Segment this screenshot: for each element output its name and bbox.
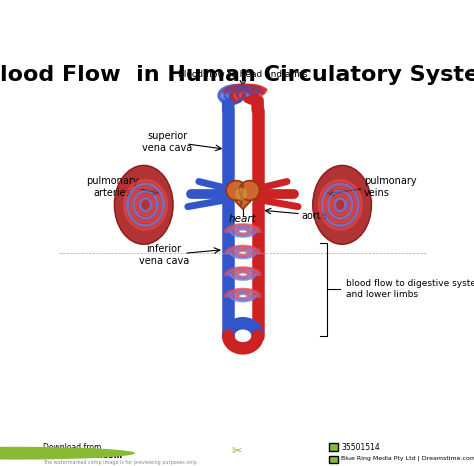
FancyBboxPatch shape [329, 443, 338, 451]
Text: @: @ [11, 448, 22, 458]
Polygon shape [226, 191, 260, 209]
Text: Blue Ring Media Pty Ltd | Dreamstime.com: Blue Ring Media Pty Ltd | Dreamstime.com [341, 456, 474, 461]
FancyBboxPatch shape [329, 456, 338, 463]
Text: aorta: aorta [301, 211, 328, 220]
Text: blood flow to head and arms: blood flow to head and arms [178, 70, 308, 79]
Text: superior
vena cava: superior vena cava [143, 131, 193, 153]
Text: pulmonary
arteries: pulmonary arteries [86, 176, 139, 198]
Text: heart: heart [229, 214, 257, 224]
Text: blood flow to digestive system
and lower limbs: blood flow to digestive system and lower… [346, 280, 474, 299]
Text: Dreamstime.com: Dreamstime.com [43, 451, 123, 460]
Ellipse shape [239, 181, 260, 200]
Ellipse shape [226, 181, 246, 200]
Text: Download from: Download from [43, 443, 101, 452]
Text: ✂: ✂ [232, 445, 242, 459]
Text: inferior
vena cava: inferior vena cava [139, 244, 189, 266]
Text: 35501514: 35501514 [341, 443, 380, 452]
Text: The watermarked comp image is for previewing purposes only.: The watermarked comp image is for previe… [43, 459, 197, 465]
Text: Blood Flow  in Human Circulatory System: Blood Flow in Human Circulatory System [0, 65, 474, 85]
Ellipse shape [313, 165, 372, 244]
Ellipse shape [235, 188, 247, 200]
Text: pulmonary
veins: pulmonary veins [364, 176, 417, 198]
Ellipse shape [114, 165, 173, 244]
Circle shape [0, 447, 135, 459]
